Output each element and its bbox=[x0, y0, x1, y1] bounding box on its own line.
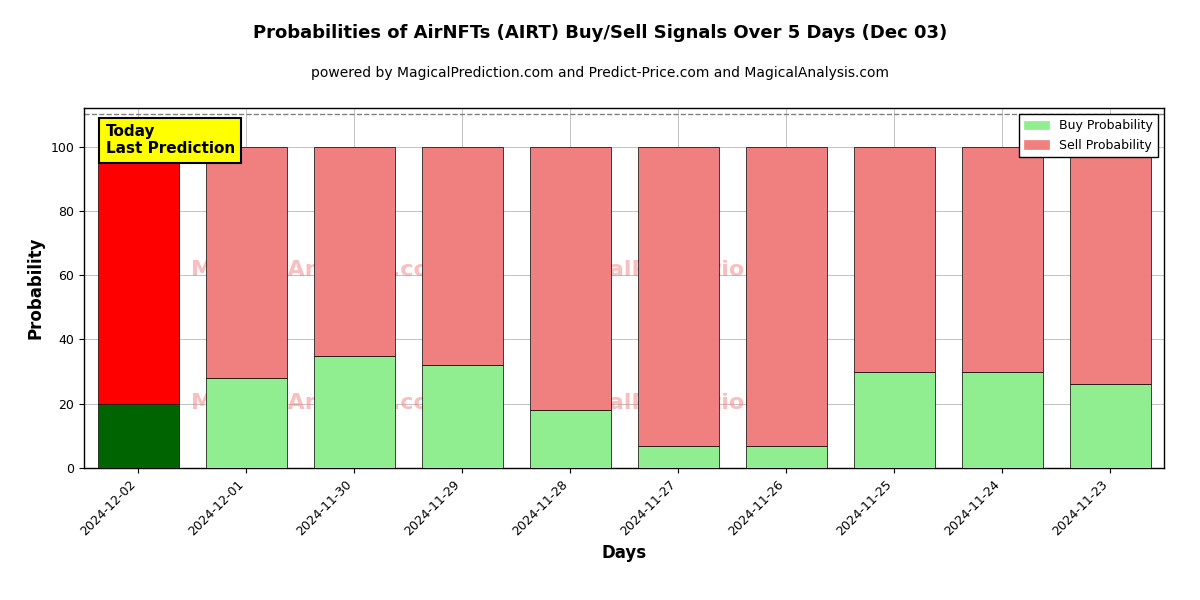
Text: MagicalAnalysis.com: MagicalAnalysis.com bbox=[191, 260, 452, 280]
Bar bbox=[529, 410, 611, 468]
Legend: Buy Probability, Sell Probability: Buy Probability, Sell Probability bbox=[1019, 114, 1158, 157]
Bar bbox=[637, 445, 719, 468]
Bar bbox=[961, 371, 1043, 468]
Bar bbox=[421, 146, 503, 365]
Bar bbox=[97, 146, 179, 404]
Text: MagicalPrediction.com: MagicalPrediction.com bbox=[535, 260, 821, 280]
Bar bbox=[313, 146, 395, 355]
Text: powered by MagicalPrediction.com and Predict-Price.com and MagicalAnalysis.com: powered by MagicalPrediction.com and Pre… bbox=[311, 66, 889, 80]
Text: Probabilities of AirNFTs (AIRT) Buy/Sell Signals Over 5 Days (Dec 03): Probabilities of AirNFTs (AIRT) Buy/Sell… bbox=[253, 24, 947, 42]
X-axis label: Days: Days bbox=[601, 544, 647, 562]
Y-axis label: Probability: Probability bbox=[26, 237, 44, 339]
Bar bbox=[961, 146, 1043, 371]
Bar bbox=[529, 146, 611, 410]
Bar bbox=[313, 355, 395, 468]
Bar bbox=[637, 146, 719, 445]
Bar bbox=[421, 365, 503, 468]
Text: MagicalAnalysis.com: MagicalAnalysis.com bbox=[191, 393, 452, 413]
Bar bbox=[853, 371, 935, 468]
Text: Today
Last Prediction: Today Last Prediction bbox=[106, 124, 235, 157]
Bar bbox=[1069, 385, 1151, 468]
Bar bbox=[205, 146, 287, 378]
Bar bbox=[97, 404, 179, 468]
Text: MagicalPrediction.com: MagicalPrediction.com bbox=[535, 393, 821, 413]
Bar bbox=[745, 146, 827, 445]
Bar bbox=[1069, 146, 1151, 385]
Bar bbox=[853, 146, 935, 371]
Bar bbox=[745, 445, 827, 468]
Bar bbox=[205, 378, 287, 468]
